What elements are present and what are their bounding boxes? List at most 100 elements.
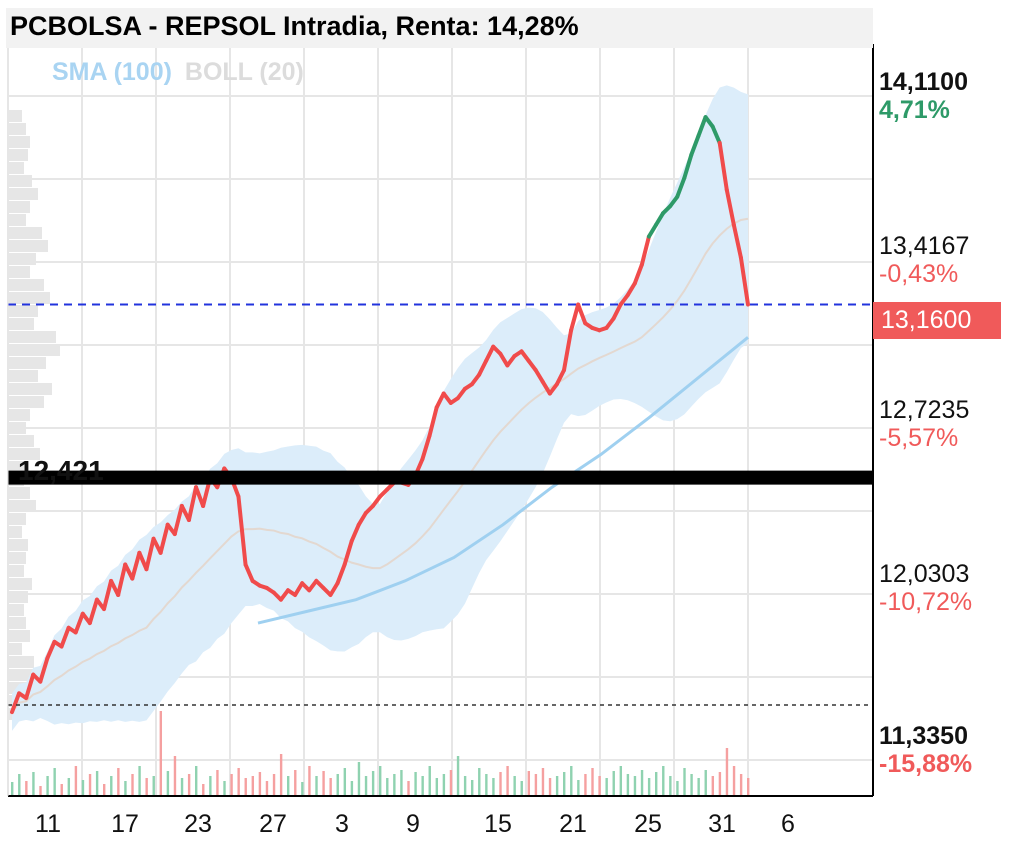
x-tick-label: 6 <box>781 810 795 838</box>
volume-bar <box>25 781 28 796</box>
x-tick-label: 3 <box>335 810 349 838</box>
volume-bar <box>718 772 722 796</box>
volume-bar <box>548 778 552 796</box>
y-tick-percent: -5,57% <box>879 424 959 452</box>
volume-bar <box>555 776 559 796</box>
price-segment <box>87 597 99 626</box>
price-segment <box>639 234 651 267</box>
price-segment <box>130 550 142 581</box>
volume-bar <box>244 778 247 796</box>
price-segment <box>328 581 340 597</box>
price-segment <box>434 391 446 410</box>
volume-bar <box>357 762 361 796</box>
volume-bar <box>669 776 672 796</box>
x-tick-label: 23 <box>184 810 212 838</box>
bollinger-middle-line <box>11 217 749 713</box>
volume-bar <box>407 781 410 796</box>
price-segment <box>696 115 708 138</box>
price-segment <box>540 379 552 396</box>
volume-bar <box>216 770 219 796</box>
volume-bar <box>655 772 658 796</box>
volume-profile-bar <box>8 331 56 343</box>
price-segment <box>738 255 750 307</box>
volume-profile-bar <box>8 214 26 226</box>
y-tick-percent: -0,43% <box>879 260 959 288</box>
price-segment <box>675 176 687 199</box>
volume-bar <box>308 766 311 796</box>
reference-lines <box>8 303 873 706</box>
volume-profile-bar <box>8 383 52 395</box>
volume-profile-bar <box>8 318 34 330</box>
volume-bar <box>258 772 262 796</box>
volume-profile-bar <box>8 266 30 278</box>
volume-bar <box>18 774 21 796</box>
volume-bar <box>209 776 212 796</box>
volume-bar <box>626 774 630 796</box>
volume-profile-bar <box>8 396 44 408</box>
volume-bar <box>46 776 49 796</box>
volume-bar <box>11 782 14 796</box>
volume-bar <box>683 768 686 796</box>
volume-profile-bar <box>8 461 28 473</box>
volume-bar <box>435 778 439 796</box>
volume-bar <box>386 778 389 796</box>
volume-profile-bar <box>8 136 30 148</box>
volume-bar <box>287 776 290 796</box>
price-segment <box>498 351 510 368</box>
price-segment <box>562 328 574 373</box>
price-segment <box>158 522 170 555</box>
y-tick-percent: 4,71% <box>879 96 950 124</box>
price-segment <box>654 211 666 227</box>
volume-profile-bar <box>8 656 34 668</box>
sma-100-line <box>257 336 749 625</box>
volume-bar <box>442 774 446 796</box>
current-price-tag: 13,1600 <box>873 302 1001 339</box>
volume-bar <box>676 781 679 796</box>
volume-bar <box>350 781 354 796</box>
volume-bar <box>414 772 417 796</box>
volume-bar <box>237 768 240 796</box>
volume-bar <box>739 774 743 796</box>
price-segment <box>689 133 701 157</box>
volume-bar <box>492 778 495 796</box>
volume-bar <box>88 774 92 796</box>
price-segment <box>59 625 71 649</box>
volume-bar <box>647 778 651 796</box>
x-tick-label: 15 <box>484 810 512 838</box>
price-segment <box>646 222 658 239</box>
volume-bar <box>400 770 403 796</box>
volume-bar <box>279 754 283 796</box>
price-segment <box>144 536 156 572</box>
legend-sma[interactable]: SMA (100) <box>52 58 172 86</box>
y-tick-price: 14,1100 <box>879 68 968 96</box>
volume-bar <box>67 778 71 796</box>
price-segment <box>38 656 50 684</box>
bollinger-fill <box>12 85 748 731</box>
y-tick-percent: -15,88% <box>879 750 973 778</box>
price-segment <box>533 368 545 384</box>
volume-bar <box>747 778 750 796</box>
volume-profile-bar <box>8 565 24 577</box>
volume-bar <box>541 768 545 796</box>
volume-bar <box>74 766 78 796</box>
bollinger-band <box>11 85 749 731</box>
volume-profile-bar <box>8 292 50 304</box>
volume-profile-bar <box>8 409 30 421</box>
level-line <box>8 470 873 485</box>
volume-profile-bar <box>8 344 60 356</box>
price-segment <box>102 578 114 612</box>
volume-bar <box>598 776 601 796</box>
legend-boll[interactable]: BOLL (20) <box>184 58 304 86</box>
volume-bar <box>534 774 538 796</box>
volume-profile-bar <box>8 604 24 616</box>
volume-bar <box>173 756 177 796</box>
volume-bar <box>265 781 269 796</box>
price-line <box>10 115 750 715</box>
volume-profile-bar <box>8 227 42 239</box>
volume-bar <box>32 772 35 796</box>
volume-bar <box>570 766 573 796</box>
volume-bar <box>230 774 233 796</box>
y-tick-price: 11,3350 <box>879 722 968 750</box>
price-segment <box>10 691 22 715</box>
